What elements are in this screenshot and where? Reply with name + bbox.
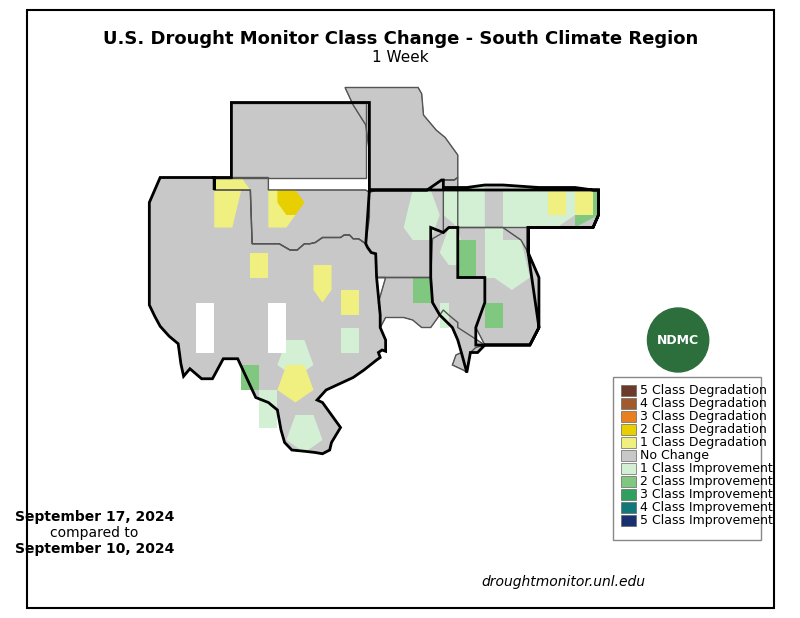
Polygon shape bbox=[268, 190, 295, 227]
Text: 1 Class Degradation: 1 Class Degradation bbox=[640, 436, 766, 449]
Polygon shape bbox=[150, 177, 386, 454]
Bar bbox=[621, 437, 636, 448]
Polygon shape bbox=[286, 415, 322, 452]
Bar bbox=[621, 489, 636, 500]
Bar bbox=[621, 385, 636, 396]
Polygon shape bbox=[242, 365, 259, 390]
Text: 4 Class Improvement: 4 Class Improvement bbox=[640, 501, 773, 514]
Bar bbox=[613, 377, 762, 540]
Text: NDMC: NDMC bbox=[657, 334, 699, 347]
Polygon shape bbox=[366, 177, 458, 277]
Polygon shape bbox=[268, 302, 286, 352]
Polygon shape bbox=[485, 227, 503, 277]
Text: 2 Class Degradation: 2 Class Degradation bbox=[640, 423, 766, 436]
Polygon shape bbox=[278, 365, 314, 402]
Polygon shape bbox=[430, 227, 485, 373]
Polygon shape bbox=[214, 177, 370, 250]
Bar bbox=[621, 515, 636, 526]
Text: 1 Class Improvement: 1 Class Improvement bbox=[640, 462, 773, 475]
Polygon shape bbox=[575, 190, 593, 215]
Polygon shape bbox=[458, 227, 539, 345]
Text: September 17, 2024: September 17, 2024 bbox=[14, 510, 174, 524]
Polygon shape bbox=[440, 302, 449, 328]
Text: compared to: compared to bbox=[50, 526, 138, 540]
Polygon shape bbox=[341, 290, 358, 315]
Text: September 10, 2024: September 10, 2024 bbox=[14, 542, 174, 556]
Polygon shape bbox=[539, 190, 575, 227]
Polygon shape bbox=[548, 190, 566, 215]
Polygon shape bbox=[377, 277, 485, 373]
Polygon shape bbox=[278, 190, 305, 215]
Polygon shape bbox=[196, 302, 214, 352]
Polygon shape bbox=[214, 177, 250, 227]
Bar bbox=[621, 411, 636, 422]
Bar bbox=[621, 450, 636, 461]
Polygon shape bbox=[443, 187, 485, 227]
Polygon shape bbox=[259, 390, 278, 428]
Polygon shape bbox=[314, 265, 331, 302]
Bar bbox=[621, 502, 636, 513]
Text: droughtmonitor.unl.edu: droughtmonitor.unl.edu bbox=[482, 575, 646, 589]
Polygon shape bbox=[443, 185, 598, 253]
Text: U.S. Drought Monitor Class Change - South Climate Region: U.S. Drought Monitor Class Change - Sout… bbox=[103, 30, 698, 48]
Polygon shape bbox=[278, 340, 314, 378]
Text: 3 Class Degradation: 3 Class Degradation bbox=[640, 410, 766, 423]
Text: 5 Class Improvement: 5 Class Improvement bbox=[640, 514, 773, 527]
Polygon shape bbox=[575, 190, 598, 227]
Text: 5 Class Degradation: 5 Class Degradation bbox=[640, 384, 766, 397]
Bar bbox=[621, 424, 636, 435]
Polygon shape bbox=[458, 240, 476, 277]
Polygon shape bbox=[494, 240, 530, 290]
Circle shape bbox=[647, 308, 709, 372]
Text: No Change: No Change bbox=[640, 449, 709, 462]
Bar bbox=[621, 398, 636, 409]
Polygon shape bbox=[413, 277, 430, 302]
Bar bbox=[621, 476, 636, 487]
Text: 3 Class Improvement: 3 Class Improvement bbox=[640, 488, 773, 501]
Polygon shape bbox=[214, 103, 366, 177]
Polygon shape bbox=[345, 88, 458, 192]
Text: 4 Class Degradation: 4 Class Degradation bbox=[640, 397, 766, 410]
Text: 2 Class Improvement: 2 Class Improvement bbox=[640, 475, 773, 488]
Polygon shape bbox=[341, 328, 358, 352]
Polygon shape bbox=[485, 302, 503, 328]
Polygon shape bbox=[250, 253, 268, 277]
Text: 1 Week: 1 Week bbox=[372, 50, 429, 65]
Polygon shape bbox=[404, 190, 440, 240]
Polygon shape bbox=[503, 190, 539, 227]
Polygon shape bbox=[440, 227, 466, 265]
Bar bbox=[621, 463, 636, 474]
